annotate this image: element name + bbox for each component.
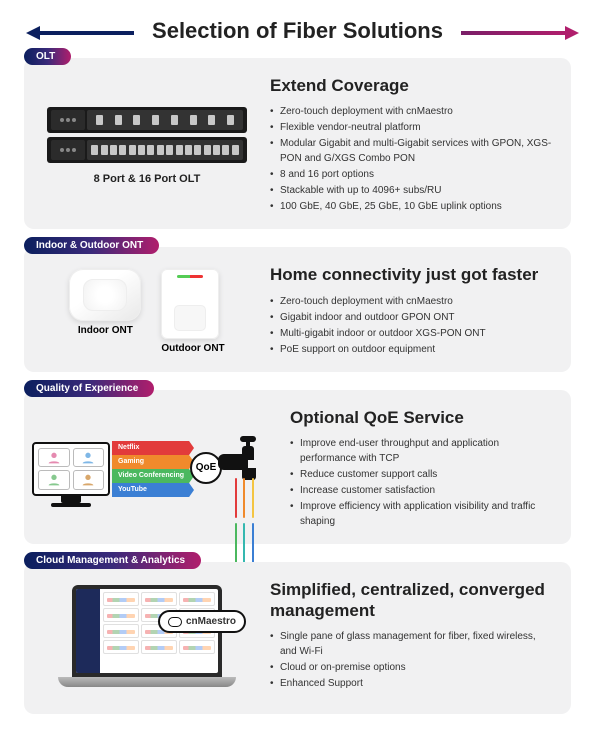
stream-label: Gaming	[112, 455, 194, 469]
bullet: Gigabit indoor and outdoor GPON ONT	[270, 310, 553, 325]
indoor-ont-label: Indoor ONT	[69, 325, 141, 336]
olt-rack-8port-icon	[47, 107, 247, 133]
stream-labels: Netflix Gaming Video Conferencing YouTub…	[112, 441, 194, 497]
stream-label: Video Conferencing	[112, 469, 194, 483]
card-olt: OLT 8 Port & 16 Port OLT Extend Coverage…	[24, 58, 571, 229]
olt-content: Extend Coverage Zero-touch deployment wi…	[270, 76, 553, 215]
cloud-heading: Simplified, centralized, converged manag…	[270, 580, 553, 621]
olt-bullets: Zero-touch deployment with cnMaestro Fle…	[270, 104, 553, 214]
bullet: Flexible vendor-neutral platform	[270, 120, 553, 135]
arrow-left-icon	[26, 26, 40, 40]
bullet: Single pane of glass management for fibe…	[270, 629, 553, 659]
olt-rack-16port-icon	[47, 137, 247, 163]
bullet: Cloud or on-premise options	[270, 660, 553, 675]
card-cloud: Cloud Management & Analytics cnMaestro	[24, 562, 571, 714]
bullet: Enhanced Support	[270, 676, 553, 691]
bullet: Increase customer satisfaction	[290, 483, 553, 498]
logo-text: cnMaestro	[186, 616, 236, 627]
qoe-bullets: Improve end-user throughput and applicat…	[290, 436, 553, 529]
badge-ont: Indoor & Outdoor ONT	[24, 237, 159, 254]
badge-qoe: Quality of Experience	[24, 380, 154, 397]
stream-label: Netflix	[112, 441, 194, 455]
ont-heading: Home connectivity just got faster	[270, 265, 553, 285]
cnmaestro-logo-bubble: cnMaestro	[158, 610, 246, 633]
cloud-content: Simplified, centralized, converged manag…	[270, 580, 553, 700]
title-row: Selection of Fiber Solutions	[24, 18, 571, 44]
olt-media: 8 Port & 16 Port OLT	[42, 76, 252, 215]
videoconf-screen-icon	[32, 442, 110, 496]
bullet: Improve efficiency with application visi…	[290, 499, 553, 529]
bullet: Reduce customer support calls	[290, 467, 553, 482]
outdoor-ont-icon	[161, 269, 219, 339]
bullet: Improve end-user throughput and applicat…	[290, 436, 553, 466]
olt-caption: 8 Port & 16 Port OLT	[94, 173, 201, 185]
ont-content: Home connectivity just got faster Zero-t…	[270, 265, 553, 357]
card-qoe: Quality of Experience Netflix Gaming Vid…	[24, 390, 571, 544]
bullet: 100 GbE, 40 GbE, 25 GbE, 10 GbE uplink o…	[270, 199, 553, 214]
badge-cloud: Cloud Management & Analytics	[24, 552, 201, 569]
cloud-icon	[168, 617, 182, 627]
bullet: 8 and 16 port options	[270, 167, 553, 182]
qoe-content: Optional QoE Service Improve end-user th…	[290, 408, 553, 530]
qoe-heading: Optional QoE Service	[290, 408, 553, 428]
qoe-media: Netflix Gaming Video Conferencing YouTub…	[42, 408, 272, 530]
cloud-bullets: Single pane of glass management for fibe…	[270, 629, 553, 691]
badge-olt: OLT	[24, 48, 71, 65]
arrow-right-icon	[565, 26, 579, 40]
bullet: Stackable with up to 4096+ subs/RU	[270, 183, 553, 198]
cloud-media: cnMaestro	[42, 580, 252, 700]
indoor-ont-icon	[69, 269, 141, 321]
stream-label: YouTube	[112, 483, 194, 497]
ont-media: Indoor ONT Outdoor ONT	[42, 265, 252, 357]
bullet: Modular Gigabit and multi-Gigabit servic…	[270, 136, 553, 166]
bullet: Multi-gigabit indoor or outdoor XGS-PON …	[270, 326, 553, 341]
card-ont: Indoor & Outdoor ONT Indoor ONT Outdoor …	[24, 247, 571, 371]
bullet: PoE support on outdoor equipment	[270, 342, 553, 357]
ont-bullets: Zero-touch deployment with cnMaestro Gig…	[270, 294, 553, 357]
bullet: Zero-touch deployment with cnMaestro	[270, 104, 553, 119]
bullet: Zero-touch deployment with cnMaestro	[270, 294, 553, 309]
page-title: Selection of Fiber Solutions	[134, 18, 461, 44]
outdoor-ont-label: Outdoor ONT	[161, 343, 224, 354]
olt-heading: Extend Coverage	[270, 76, 553, 96]
